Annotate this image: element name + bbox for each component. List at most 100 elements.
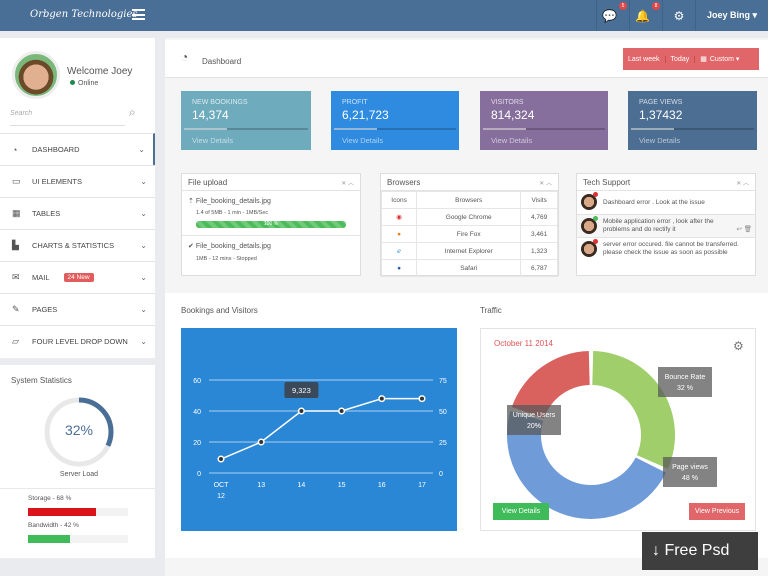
slice-name: Bounce Rate [665, 374, 706, 381]
messages-button[interactable]: 💬 5 [596, 0, 629, 31]
view-details-link[interactable]: View Details [491, 136, 533, 145]
view-details-link[interactable]: View Details [342, 136, 384, 145]
settings-button[interactable]: ⚙ [662, 0, 695, 31]
view-details-link[interactable]: View Details [192, 136, 234, 145]
brand-logo[interactable]: Orbgen Technologies [30, 9, 138, 20]
user-menu[interactable]: Joey Bing ▾ [695, 0, 768, 31]
calendar-icon: ▦ [700, 56, 707, 63]
avatar [581, 194, 597, 210]
upload-icon: ⇡ [188, 198, 196, 205]
tooltip-label: 9,323 [292, 386, 311, 395]
message-text: Dashboard error . Look at the issue [603, 199, 705, 206]
gear-icon[interactable]: ⚙ [733, 339, 744, 353]
file-name: File_booking_details.jpg [195, 198, 271, 205]
slice-value: 48 % [682, 475, 698, 482]
sidebar-item-dashboard[interactable]: ◔ DASHBOARD ⌄ [0, 133, 155, 165]
storage-label: Storage - 68 % [28, 495, 72, 502]
browser-visits: 6,787 [520, 259, 558, 277]
server-load-gauge [44, 397, 114, 467]
browser-visits: 4,769 [520, 208, 558, 226]
welcome-text: Welcome Joey [67, 66, 133, 77]
file-item: ⇡ File_booking_details.jpg [188, 197, 271, 205]
sidebar-item-label: MAIL [32, 273, 50, 282]
x-tick-label: 16 [378, 482, 386, 489]
traffic-donut-chart: Bounce Rate 32 % Page views 48 % Unique User… [507, 351, 717, 519]
table-row: ● Safari 6,787 [380, 259, 558, 277]
close-collapse-icon[interactable]: ✕ ︿ [341, 181, 354, 187]
view-previous-button[interactable]: View Previous [689, 503, 745, 520]
menu-toggle-icon[interactable] [132, 9, 145, 20]
online-status: Online [70, 80, 98, 87]
view-details-button[interactable]: View Details [493, 503, 549, 520]
sidebar-item-four-level-drop-down[interactable]: ▱ FOUR LEVEL DROP DOWN ⌄ [0, 325, 155, 357]
dashboard-icon: ◔ [181, 50, 189, 64]
divider [0, 488, 155, 489]
chat-icon: 💬 [602, 8, 617, 23]
search-input[interactable]: Search [10, 108, 125, 126]
x-tick-label: 12 [217, 493, 225, 500]
storage-bar-fill [28, 508, 96, 516]
tech-support-widget: Tech Support ✕ ︿ Dashboard error . Look … [576, 173, 756, 276]
gear-icon: ⚙ [673, 8, 685, 23]
filter-last-week[interactable]: Last week [623, 55, 666, 63]
support-message[interactable]: Dashboard error . Look at the issue [577, 191, 755, 215]
sidebar-item-tables[interactable]: ▦ TABLES ⌄ [0, 197, 155, 229]
browsers-widget: Browsers ✕ ︿ Icons Browsers Visits ◉ Google… [380, 173, 559, 277]
donut-slice-unique-users[interactable] [511, 351, 590, 419]
notifications-badge: 8 [652, 2, 660, 10]
nav-icon: ▙ [12, 240, 19, 250]
status-dot [593, 216, 598, 221]
data-point-center [259, 440, 264, 444]
data-point-center [420, 396, 424, 401]
message-text: Mobile application error , look after th… [603, 218, 714, 233]
page-header: ◔ Dashboard Last week Today ▦ Custom ▾ [165, 40, 768, 78]
sidebar-item-mail[interactable]: ✉ MAIL 24 New ⌄ [0, 261, 155, 293]
notifications-button[interactable]: 🔔 8 [629, 0, 662, 31]
browsers-table: Icons Browsers Visits ◉ Google Chrome 4,769 … [380, 191, 558, 277]
sidebar-item-pages[interactable]: ✎ PAGES ⌄ [0, 293, 155, 325]
storage-bar [28, 508, 128, 516]
close-collapse-icon[interactable]: ✕ ︿ [736, 181, 749, 187]
filter-custom[interactable]: Custom ▾ [709, 56, 740, 63]
server-load-label: Server Load [59, 471, 99, 478]
status-dot [593, 239, 598, 244]
stat-card-new-bookings: NEW BOOKINGS 14,374 View Details [181, 91, 311, 150]
support-message[interactable]: Mobile application error , look after th… [577, 215, 755, 238]
donut-slice-bounce-rate[interactable] [592, 351, 675, 469]
divider [182, 235, 360, 236]
donut-slice-page-views[interactable] [507, 411, 667, 519]
card-value: 814,324 [491, 108, 535, 122]
nav-icon: ▦ [12, 208, 21, 218]
card-label: NEW BOOKINGS [192, 99, 248, 106]
check-icon: ✔ [188, 243, 196, 250]
card-label: VISITORS [491, 99, 524, 106]
chart-background [181, 328, 457, 531]
widget-title: Tech Support [577, 174, 755, 191]
widget-title: File upload [182, 174, 360, 191]
avatar [581, 241, 597, 257]
x-tick-label: 13 [257, 482, 265, 489]
slice-label: Page views 48 % [663, 457, 717, 487]
message-text: server error occured. file cannot be tra… [603, 241, 739, 256]
sidebar-item-ui-elements[interactable]: ▭ UI ELEMENTS ⌄ [0, 165, 155, 197]
view-details-link[interactable]: View Details [639, 136, 681, 145]
filter-today[interactable]: Today [666, 55, 696, 63]
stat-card-visitors: VISITORS 814,324 View Details [480, 91, 608, 150]
close-collapse-icon[interactable]: ✕ ︿ [539, 181, 552, 187]
page-title: Dashboard [202, 57, 242, 66]
reply-delete-icons[interactable]: ↩ 🗑 [736, 226, 752, 233]
sidebar-item-label: PAGES [32, 305, 58, 314]
search-icon[interactable]: ⌕ [129, 105, 136, 119]
x-tick-label: OCT [214, 482, 230, 489]
sidebar-item-charts-statistics[interactable]: ▙ CHARTS & STATISTICS ⌄ [0, 229, 155, 261]
y-tick-label: 60 [193, 378, 201, 385]
browser-visits: 3,461 [520, 225, 558, 243]
bandwidth-label: Bandwidth - 42 % [28, 522, 79, 529]
support-message[interactable]: server error occured. file cannot be tra… [577, 238, 755, 260]
table-row: ◉ Google Chrome 4,769 [380, 208, 558, 226]
bookings-title: Bookings and Visitors [181, 306, 258, 315]
nav-icon: ▭ [12, 176, 21, 186]
card-value: 6,21,723 [342, 108, 389, 122]
file-upload-widget: File upload ✕ ︿ ⇡ File_booking_details.j… [181, 173, 361, 276]
slice-value: 32 % [677, 385, 693, 392]
